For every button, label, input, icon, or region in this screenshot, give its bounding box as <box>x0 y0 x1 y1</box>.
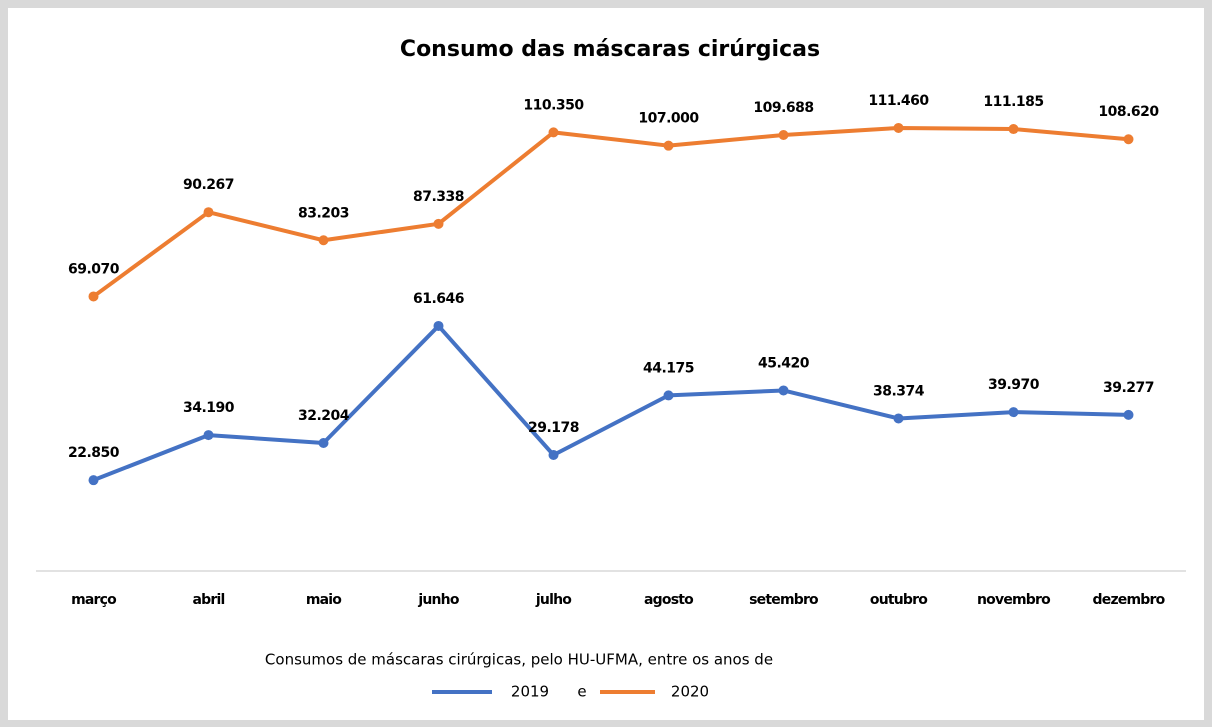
point <box>1008 124 1019 135</box>
point <box>893 413 904 424</box>
point <box>778 129 789 140</box>
point <box>203 430 214 441</box>
data-label: 111.460 <box>868 93 929 109</box>
series-line <box>92 125 1129 299</box>
x-tick-label: setembro <box>749 592 819 608</box>
data-label: 44.175 <box>643 360 694 376</box>
point <box>1123 134 1134 145</box>
legend-joiner: e <box>577 683 586 701</box>
point <box>318 235 329 246</box>
data-label: 87.338 <box>413 189 464 205</box>
point <box>433 320 444 331</box>
x-tick-label: março <box>71 592 117 608</box>
data-label: 39.970 <box>988 377 1040 393</box>
point <box>203 207 214 218</box>
x-tick-label: agosto <box>644 592 694 608</box>
data-label: 108.620 <box>1098 104 1159 120</box>
data-label: 69.070 <box>68 261 120 277</box>
x-tick-label: abril <box>193 592 225 608</box>
data-label: 83.203 <box>298 205 349 221</box>
data-label: 110.350 <box>523 97 584 113</box>
chart-title: Consumo das máscaras cirúrgicas <box>400 37 820 62</box>
chart-area <box>8 8 1204 720</box>
x-tick-label: outubro <box>870 592 928 608</box>
data-label: 32.204 <box>298 408 350 424</box>
point <box>88 475 99 486</box>
legend-label: 2019 <box>511 683 549 701</box>
legend-label: 2020 <box>671 683 709 701</box>
legend-title: Consumos de máscaras cirúrgicas, pelo HU… <box>265 651 773 669</box>
data-label: 109.688 <box>753 100 813 116</box>
point <box>663 140 674 151</box>
x-tick-label: dezembro <box>1093 592 1166 608</box>
data-label: 90.267 <box>183 177 234 193</box>
data-label: 34.190 <box>183 400 235 416</box>
point <box>663 390 674 401</box>
data-label: 45.420 <box>758 355 810 371</box>
x-tick-label: junho <box>417 592 459 608</box>
x-tick-label: novembro <box>977 592 1051 608</box>
data-label: 61.646 <box>413 291 464 307</box>
point <box>318 437 329 448</box>
point <box>433 218 444 229</box>
data-label: 111.185 <box>983 94 1043 110</box>
point <box>548 450 559 461</box>
x-tick-label: maio <box>306 592 342 608</box>
point <box>893 122 904 133</box>
point <box>1008 407 1019 418</box>
x-tick-label: julho <box>535 592 572 608</box>
point <box>548 127 559 138</box>
data-label: 107.000 <box>638 111 699 127</box>
data-label: 38.374 <box>873 383 925 399</box>
data-label: 39.277 <box>1103 380 1154 396</box>
series-line <box>92 323 1129 483</box>
point <box>88 291 99 302</box>
point <box>1123 409 1134 420</box>
data-label: 29.178 <box>528 420 579 436</box>
data-label: 22.850 <box>68 445 120 461</box>
point <box>778 385 789 396</box>
